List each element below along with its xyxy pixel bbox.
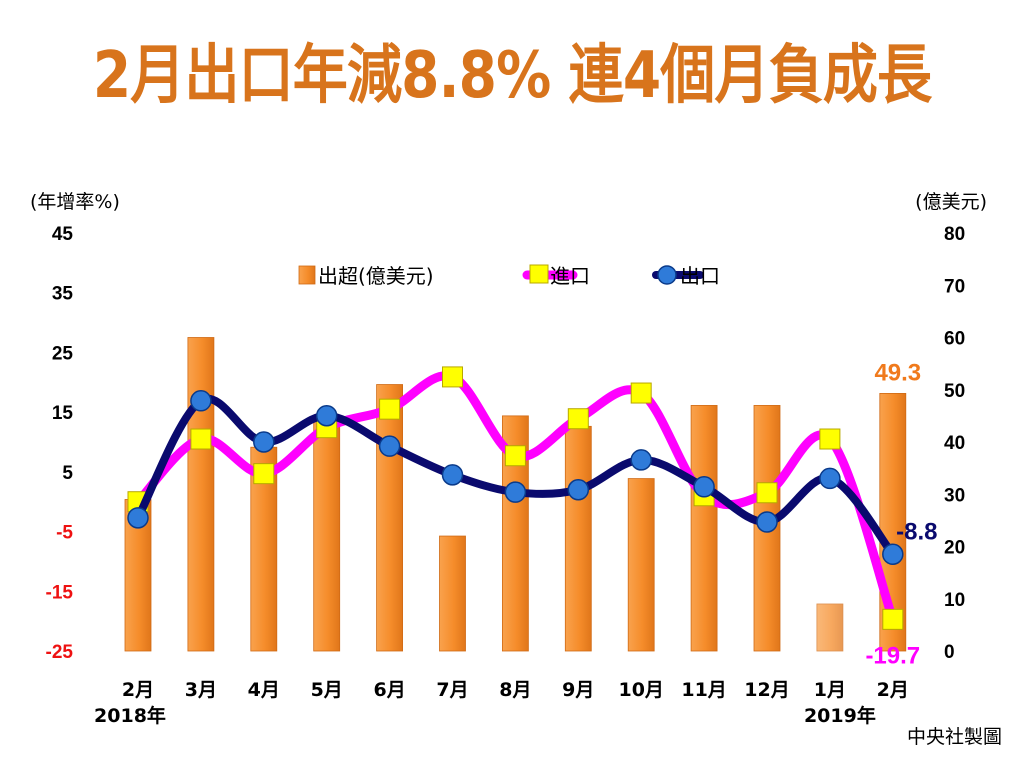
x-tick-label: 2月 xyxy=(122,679,154,701)
left-tick-label: 5 xyxy=(62,463,73,484)
export-marker xyxy=(630,449,652,471)
x-tick-label: 3月 xyxy=(185,679,217,701)
import-marker xyxy=(442,366,463,388)
right-axis-unit: (億美元) xyxy=(915,191,987,213)
right-tick-label: 0 xyxy=(944,642,955,663)
left-axis-unit: (年增率%) xyxy=(30,191,120,213)
import-marker xyxy=(882,608,904,630)
right-tick-label: 40 xyxy=(944,433,965,454)
x-tick-label: 4月 xyxy=(248,679,280,701)
import-marker xyxy=(630,382,652,404)
right-tick-label: 70 xyxy=(944,276,965,297)
legend-label-bar: 出超(億美元) xyxy=(318,264,434,288)
x-tick-label: 1月 xyxy=(814,679,846,701)
right-tick-label: 80 xyxy=(944,224,965,245)
legend-swatch-export-marker xyxy=(657,265,677,285)
x-tick-label: 5月 xyxy=(311,679,343,701)
export-marker xyxy=(315,404,338,427)
x-tick-label: 11月 xyxy=(681,679,726,701)
bar xyxy=(376,384,404,652)
chart-title: 2月出口年減8.8% 連4個月負成長 xyxy=(92,39,932,113)
right-tick-label: 20 xyxy=(944,538,965,559)
bar xyxy=(439,535,466,652)
bar xyxy=(313,420,341,652)
credit-text: 中央社製圖 xyxy=(906,726,1002,748)
right-tick-label: 60 xyxy=(944,329,965,350)
x-tick-label: 9月 xyxy=(562,679,594,701)
right-tick-label: 30 xyxy=(944,485,965,506)
import-marker xyxy=(190,428,212,450)
x-tick-label: 2月 xyxy=(877,679,909,701)
export-marker xyxy=(882,543,904,566)
legend-swatch-bar xyxy=(298,265,316,285)
left-tick-label: -15 xyxy=(46,582,74,603)
export-marker xyxy=(441,464,464,486)
x-tick-label: 8月 xyxy=(499,679,531,701)
export-marker xyxy=(693,476,715,498)
bar xyxy=(564,425,592,652)
data-labels: 49.3 -8.8 -19.7 xyxy=(865,359,937,669)
import-marker xyxy=(756,482,778,504)
left-tick-label: 25 xyxy=(52,343,74,364)
export-marker xyxy=(378,435,401,457)
bar xyxy=(690,405,718,652)
import-marker xyxy=(253,463,275,485)
legend: 出超(億美元) 進口 出口 xyxy=(298,264,720,288)
data-label: -19.7 xyxy=(865,642,920,669)
left-tick-label: 15 xyxy=(52,403,74,424)
data-label: 49.3 xyxy=(874,359,921,386)
legend-label-export: 出口 xyxy=(680,264,720,288)
bar xyxy=(627,478,655,652)
left-tick-label: -25 xyxy=(46,642,74,663)
import-marker xyxy=(819,428,841,450)
x-axis: 2月 3月 4月 5月 6月 7月 8月 9月 10月 11月 12月 1月 2月 2018年 2019年 xyxy=(94,679,909,727)
line-series xyxy=(127,366,904,630)
x-tick-label: 7月 xyxy=(436,679,468,701)
import-marker xyxy=(504,445,526,467)
export-marker xyxy=(190,390,212,412)
left-tick-label: 35 xyxy=(52,284,74,305)
export-marker xyxy=(567,479,590,501)
bar xyxy=(187,337,215,652)
left-tick-label: 45 xyxy=(52,224,74,245)
export-marker xyxy=(253,431,275,453)
right-tick-label: 50 xyxy=(944,381,965,402)
left-tick-label: -5 xyxy=(56,523,73,544)
x-tick-label: 12月 xyxy=(744,679,789,701)
import-marker xyxy=(567,408,589,430)
legend-swatch-import-marker xyxy=(529,264,549,284)
right-axis: 80 70 60 50 40 30 20 10 0 xyxy=(944,224,965,663)
import-marker xyxy=(379,398,401,420)
right-tick-label: 10 xyxy=(944,590,965,611)
x-tick-label: 6月 xyxy=(373,679,405,701)
export-marker xyxy=(819,467,841,490)
legend-label-import: 進口 xyxy=(550,264,590,288)
export-marker xyxy=(756,511,778,533)
left-axis: 45 35 25 15 5 -5 -15 -25 xyxy=(46,224,74,663)
x-tick-label: 10月 xyxy=(618,679,663,701)
x-year-label: 2018年 xyxy=(94,704,166,727)
x-year-label: 2019年 xyxy=(804,704,876,727)
bar xyxy=(816,603,844,652)
export-marker xyxy=(504,481,527,503)
data-label: -8.8 xyxy=(896,518,937,545)
export-marker xyxy=(127,507,149,529)
